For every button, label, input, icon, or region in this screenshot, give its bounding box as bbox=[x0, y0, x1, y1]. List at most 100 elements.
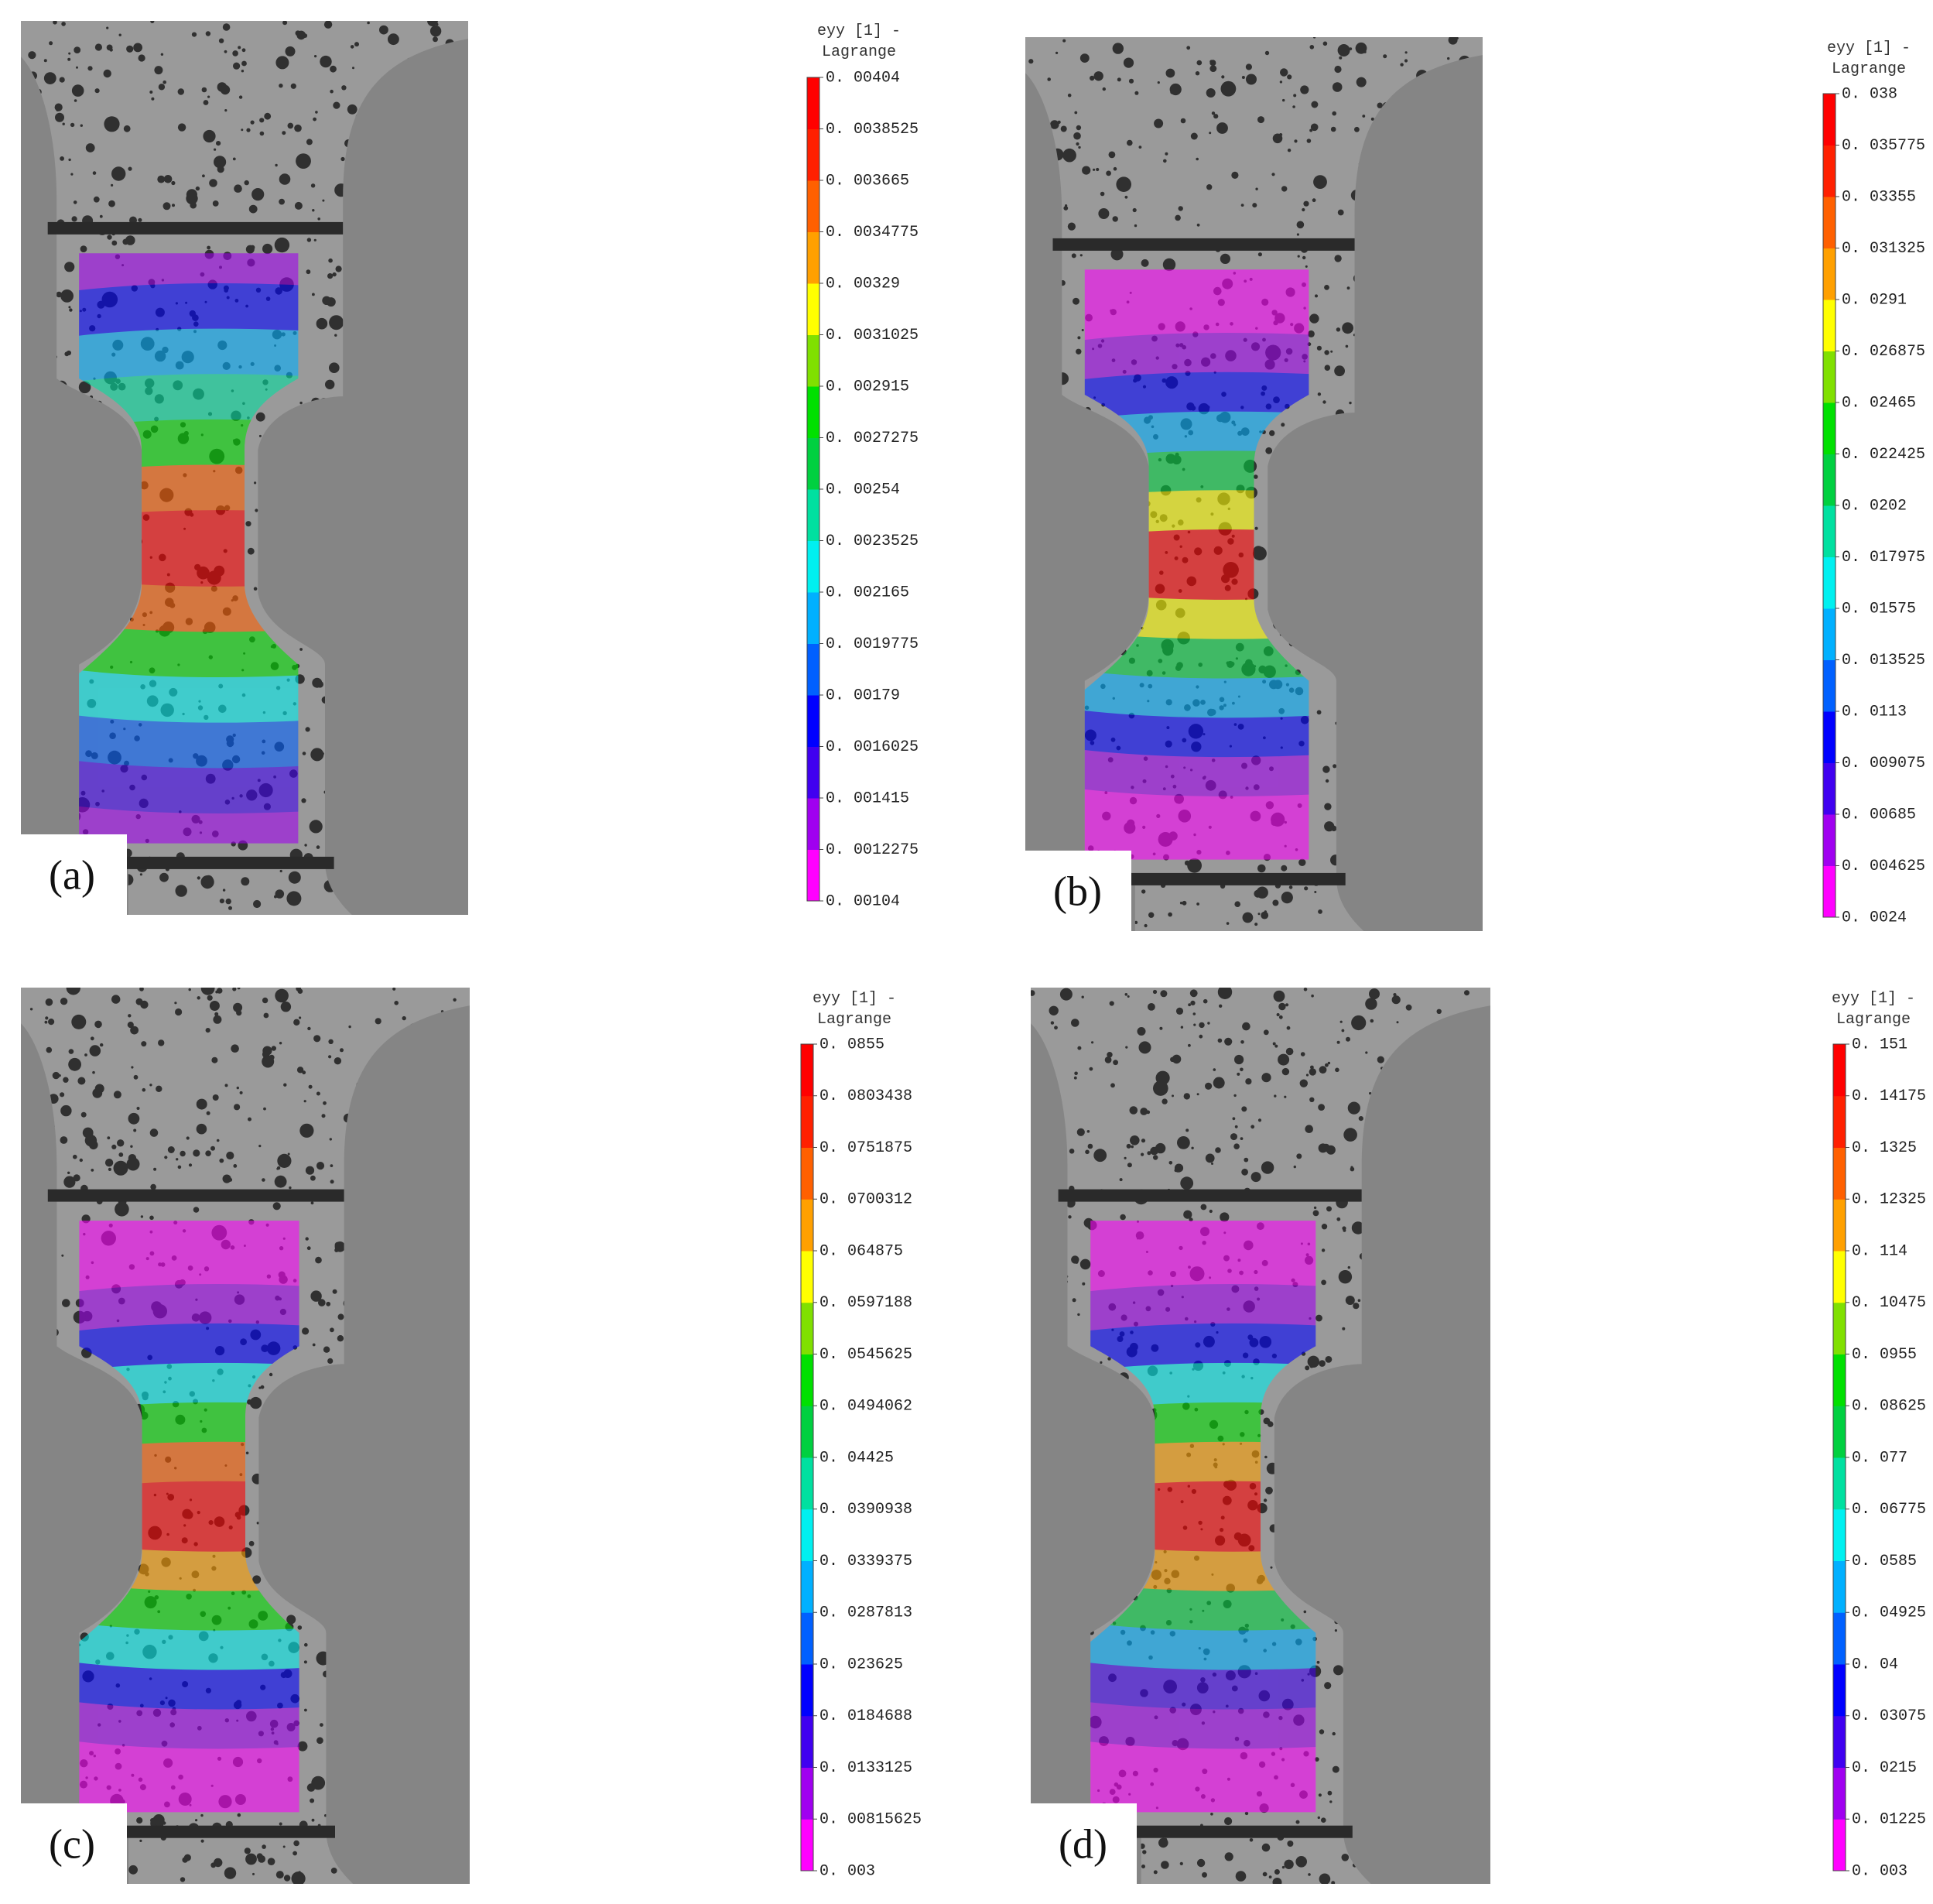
grip-bar bbox=[1122, 1825, 1353, 1838]
colorbar-tick-label: 0. 00404 bbox=[826, 69, 900, 87]
colorbar-segment bbox=[807, 746, 819, 799]
colorbar-tick-label: 0. 06775 bbox=[1852, 1501, 1926, 1519]
colorbar-segment bbox=[807, 849, 819, 902]
colorbar-tick-label: 0. 022425 bbox=[1842, 446, 1925, 464]
colorbar-tick-label: 0. 04 bbox=[1852, 1656, 1898, 1673]
colorbar-segment bbox=[801, 1508, 813, 1561]
colorbar-tick-label: 0. 00179 bbox=[826, 687, 900, 704]
colorbar-title: Lagrange bbox=[817, 1011, 891, 1029]
colorbar-segment bbox=[1823, 94, 1835, 146]
colorbar-tick-label: 0. 151 bbox=[1852, 1036, 1907, 1053]
colorbar-segment bbox=[1833, 1767, 1846, 1820]
colorbar-segment bbox=[1833, 1302, 1846, 1354]
colorbar-segment bbox=[1833, 1095, 1846, 1148]
colorbar-title: Lagrange bbox=[1832, 60, 1906, 78]
colorbar-segment bbox=[807, 180, 819, 232]
colorbar-segment bbox=[1833, 1199, 1846, 1252]
grip-bar bbox=[1058, 1189, 1362, 1202]
colorbar-segment bbox=[801, 1819, 813, 1871]
colorbar-tick-label: 0. 004625 bbox=[1842, 858, 1925, 875]
colorbar-segment bbox=[807, 592, 819, 644]
colorbar-tick-label: 0. 0494062 bbox=[819, 1398, 912, 1416]
colorbar-segment bbox=[801, 1044, 813, 1097]
colorbar-segment bbox=[1823, 505, 1835, 557]
colorbar-tick-label: 0. 114 bbox=[1852, 1242, 1907, 1260]
colorbar-segment bbox=[801, 1560, 813, 1613]
colorbar-tick-label: 0. 017975 bbox=[1842, 549, 1925, 567]
colorbar-segment bbox=[1823, 762, 1835, 815]
colorbar-segment bbox=[801, 1095, 813, 1148]
colorbar-segment bbox=[801, 1664, 813, 1717]
colorbar-tick-label: 0. 03075 bbox=[1852, 1707, 1926, 1725]
colorbar-segment bbox=[1833, 1354, 1846, 1406]
colorbar-tick-label: 0. 031325 bbox=[1842, 240, 1925, 258]
colorbar-tick-label: 0. 0016025 bbox=[826, 738, 919, 756]
colorbar-tick-label: 0. 04925 bbox=[1852, 1604, 1926, 1622]
colorbar-segment bbox=[1823, 351, 1835, 403]
colorbar-segment bbox=[1823, 402, 1835, 454]
colorbar-segment bbox=[801, 1251, 813, 1303]
colorbar-segment bbox=[1833, 1715, 1846, 1768]
colorbar-tick-label: 0. 0339375 bbox=[819, 1553, 912, 1570]
colorbar-segment bbox=[807, 437, 819, 490]
colorbar-segment bbox=[1833, 1664, 1846, 1717]
colorbar-segment bbox=[1823, 454, 1835, 506]
colorbar-tick-label: 0. 10475 bbox=[1852, 1294, 1926, 1312]
colorbar-segment bbox=[801, 1715, 813, 1768]
colorbar-segment bbox=[1833, 1406, 1846, 1458]
colorbar-tick-label: 0. 003 bbox=[1852, 1862, 1907, 1880]
colorbar-segment bbox=[1833, 1612, 1846, 1665]
colorbar-segment bbox=[807, 695, 819, 747]
colorbar-tick-label: 0. 01575 bbox=[1842, 600, 1916, 618]
colorbar-tick-label: 0. 003665 bbox=[826, 172, 909, 190]
colorbar-tick-label: 0. 0113 bbox=[1842, 703, 1907, 721]
colorbar-title: eyy [1] - bbox=[817, 22, 901, 40]
colorbar-segment bbox=[1833, 1560, 1846, 1613]
colorbar-tick-label: 0. 0027275 bbox=[826, 430, 919, 447]
colorbar-tick-label: 0. 0803438 bbox=[819, 1087, 912, 1105]
colorbar-tick-label: 0. 0585 bbox=[1852, 1553, 1917, 1570]
colorbar-segment bbox=[1833, 1147, 1846, 1200]
colorbar-tick-label: 0. 12325 bbox=[1852, 1191, 1926, 1209]
colorbar-tick-label: 0. 1325 bbox=[1852, 1139, 1917, 1157]
colorbar-segment bbox=[1833, 1508, 1846, 1561]
colorbar-tick-label: 0. 0955 bbox=[1852, 1346, 1917, 1364]
grip-bar bbox=[110, 856, 334, 869]
colorbar-segment bbox=[801, 1406, 813, 1458]
colorbar-segment bbox=[807, 540, 819, 593]
colorbar-segment bbox=[801, 1199, 813, 1252]
colorbar-tick-label: 0. 00254 bbox=[826, 481, 900, 498]
colorbar-tick-label: 0. 03355 bbox=[1842, 188, 1916, 206]
colorbar-segment bbox=[801, 1302, 813, 1354]
colorbar-tick-label: 0. 0597188 bbox=[819, 1294, 912, 1312]
colorbar-tick-label: 0. 038 bbox=[1842, 85, 1897, 103]
label-box bbox=[21, 1803, 127, 1884]
colorbar-tick-label: 0. 0012275 bbox=[826, 841, 919, 859]
panel-label: (b) bbox=[1053, 868, 1102, 914]
colorbar-tick-label: 0. 0202 bbox=[1842, 497, 1907, 515]
colorbar-segment bbox=[1823, 608, 1835, 660]
colorbar-tick-label: 0. 0038525 bbox=[826, 121, 919, 139]
colorbar-segment bbox=[807, 798, 819, 850]
colorbar-tick-label: 0. 0023525 bbox=[826, 533, 919, 550]
colorbar-tick-label: 0. 00329 bbox=[826, 275, 900, 293]
grip-bar bbox=[1052, 238, 1355, 251]
colorbar-segment bbox=[801, 1767, 813, 1820]
colorbar-segment bbox=[1833, 1251, 1846, 1303]
colorbar-tick-label: 0. 0184688 bbox=[819, 1707, 912, 1725]
colorbar-tick-label: 0. 035775 bbox=[1842, 137, 1925, 155]
colorbar-title: Lagrange bbox=[822, 43, 896, 61]
grip-bar bbox=[1117, 872, 1346, 885]
grip-bar bbox=[47, 1189, 344, 1202]
colorbar-tick-label: 0. 0291 bbox=[1842, 291, 1907, 309]
colorbar-tick-label: 0. 0545625 bbox=[819, 1346, 912, 1364]
colorbar-segment bbox=[1823, 556, 1835, 609]
colorbar-segment bbox=[1823, 814, 1835, 866]
colorbar-segment bbox=[1833, 1044, 1846, 1097]
colorbar-segment bbox=[1823, 197, 1835, 248]
grip-bar bbox=[47, 221, 344, 235]
colorbar-tick-label: 0. 0031025 bbox=[826, 327, 919, 344]
colorbar-segment bbox=[1823, 248, 1835, 300]
colorbar-tick-label: 0. 0019775 bbox=[826, 635, 919, 653]
colorbar-title: eyy [1] - bbox=[1827, 39, 1911, 57]
